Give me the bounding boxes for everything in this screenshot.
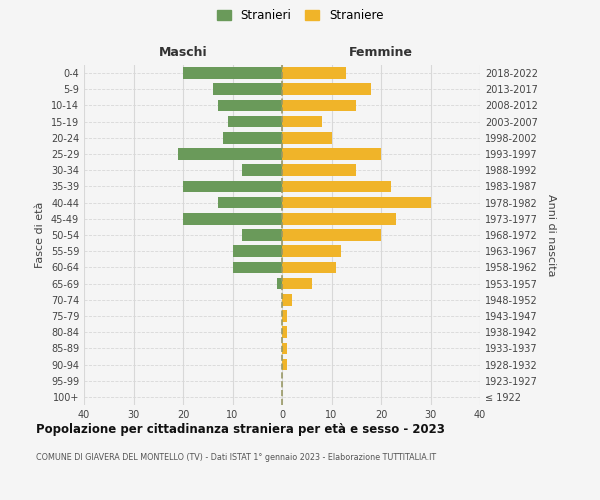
Bar [282, 116, 322, 128]
Bar [277, 278, 282, 289]
Bar [282, 229, 381, 241]
Bar [183, 68, 282, 79]
Bar [282, 326, 287, 338]
Bar [282, 132, 331, 143]
Text: COMUNE DI GIAVERA DEL MONTELLO (TV) - Dati ISTAT 1° gennaio 2023 - Elaborazione : COMUNE DI GIAVERA DEL MONTELLO (TV) - Da… [36, 452, 436, 462]
Y-axis label: Fasce di età: Fasce di età [35, 202, 45, 268]
Bar [282, 342, 287, 354]
Legend: Stranieri, Straniere: Stranieri, Straniere [213, 6, 387, 26]
Bar [218, 197, 282, 208]
Bar [282, 68, 346, 79]
Bar [282, 358, 287, 370]
Bar [242, 164, 282, 176]
Bar [212, 84, 282, 95]
Bar [282, 84, 371, 95]
Bar [218, 100, 282, 112]
Bar [242, 229, 282, 241]
Bar [282, 262, 337, 273]
Bar [282, 213, 396, 224]
Bar [178, 148, 282, 160]
Bar [282, 148, 381, 160]
Bar [223, 132, 282, 143]
Bar [183, 180, 282, 192]
Bar [282, 310, 287, 322]
Bar [233, 246, 282, 257]
Bar [233, 262, 282, 273]
Bar [183, 213, 282, 224]
Bar [282, 278, 312, 289]
Y-axis label: Anni di nascita: Anni di nascita [546, 194, 556, 276]
Text: Maschi: Maschi [158, 46, 208, 59]
Bar [282, 246, 341, 257]
Text: Popolazione per cittadinanza straniera per età e sesso - 2023: Popolazione per cittadinanza straniera p… [36, 422, 445, 436]
Bar [282, 197, 431, 208]
Text: Femmine: Femmine [349, 46, 413, 59]
Bar [282, 100, 356, 112]
Bar [227, 116, 282, 128]
Bar [282, 180, 391, 192]
Bar [282, 164, 356, 176]
Bar [282, 294, 292, 306]
